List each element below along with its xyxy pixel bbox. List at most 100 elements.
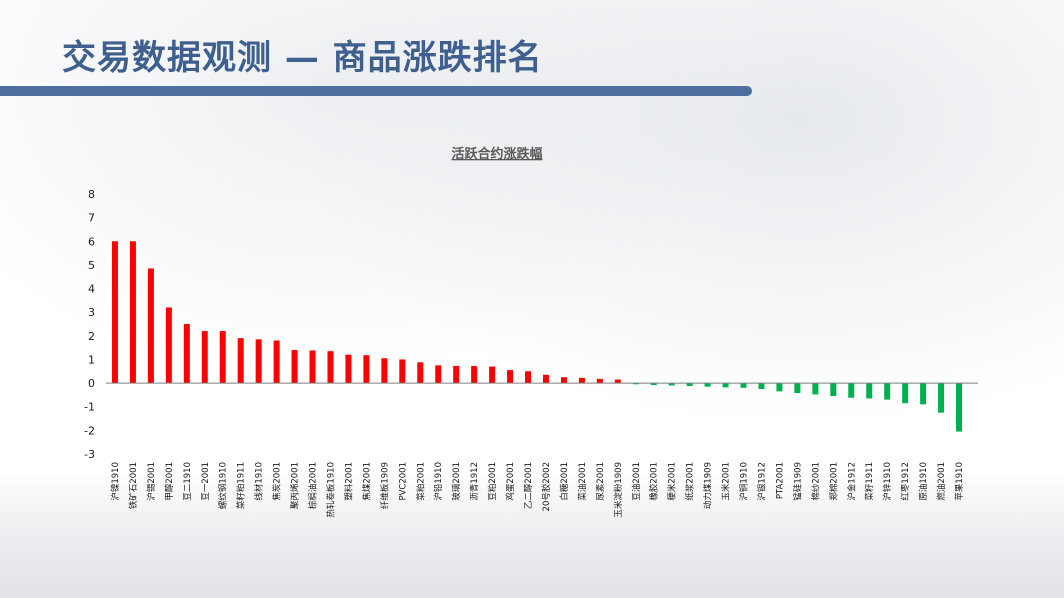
x-tick-label: 沪锌1910 xyxy=(882,462,893,501)
x-tick-label: 聚丙烯2001 xyxy=(290,462,301,509)
bar xyxy=(740,383,747,388)
x-tick-label: 焦炭2001 xyxy=(272,462,283,501)
bar xyxy=(273,340,280,384)
bar xyxy=(884,383,891,400)
y-tick-label: 1 xyxy=(88,353,95,366)
bar xyxy=(309,350,316,384)
x-tick-label: 玉米淀粉1909 xyxy=(613,462,624,518)
bar xyxy=(866,383,873,399)
bar xyxy=(201,331,208,384)
bar xyxy=(902,383,909,404)
bar xyxy=(632,383,639,385)
y-tick-label: 4 xyxy=(88,283,95,296)
bar xyxy=(578,377,585,384)
bar xyxy=(614,379,621,384)
bars xyxy=(111,241,963,432)
bar xyxy=(525,371,532,384)
y-tick-label: 6 xyxy=(88,235,95,248)
y-tick-label: -1 xyxy=(84,401,95,414)
bar xyxy=(722,383,729,388)
bar xyxy=(489,366,496,384)
x-tick-label: 菜油2001 xyxy=(577,462,588,501)
bar xyxy=(129,241,136,384)
bar xyxy=(291,350,298,384)
bar xyxy=(111,241,118,384)
x-tick-label: 沪金1912 xyxy=(846,462,857,501)
x-tick-label: 锰硅1909 xyxy=(792,462,803,501)
y-tick-label: 7 xyxy=(88,212,95,225)
x-tick-label: 菜粕2001 xyxy=(415,462,426,501)
y-tick-label: 0 xyxy=(88,377,95,390)
x-tick-label: 纤维板1909 xyxy=(379,462,390,509)
bar xyxy=(704,383,711,387)
bar xyxy=(920,383,927,405)
bar xyxy=(848,383,855,398)
bar xyxy=(327,351,334,384)
y-tick-label: 2 xyxy=(88,330,95,343)
bar xyxy=(956,383,963,432)
x-tick-label: 菜籽1911 xyxy=(864,462,875,501)
y-tick-label: 5 xyxy=(88,259,95,272)
bar xyxy=(650,383,657,385)
y-tick-label: 3 xyxy=(88,306,95,319)
bar xyxy=(596,378,603,384)
bar xyxy=(435,365,442,384)
bar xyxy=(453,365,460,384)
x-tick-label: 红枣1912 xyxy=(900,462,911,501)
bar xyxy=(758,383,765,389)
x-tick-label: 铁矿石2001 xyxy=(128,462,139,509)
x-tick-label: 豆二1910 xyxy=(183,462,193,501)
bar xyxy=(237,338,244,384)
bar xyxy=(165,307,172,384)
x-tick-label: 原油1910 xyxy=(918,462,929,501)
x-tick-label: 粳米2001 xyxy=(667,462,678,501)
x-tick-label: 沪铅1910 xyxy=(433,462,444,501)
x-tick-label: 玻璃2001 xyxy=(451,462,462,501)
x-tick-label: PVC2001 xyxy=(398,462,408,501)
x-tick-label: 纸浆2001 xyxy=(685,462,696,501)
bar xyxy=(471,366,478,384)
slide-title: 交易数据观测 — 商品涨跌排名 xyxy=(62,38,543,78)
bar xyxy=(794,383,801,394)
x-tick-label: 棉纱2001 xyxy=(810,462,821,501)
x-tick-label: 螺纹钢1910 xyxy=(218,462,229,509)
bar xyxy=(147,268,154,384)
x-tick-label: 郑棉2001 xyxy=(828,462,839,501)
x-tick-label: 动力煤1909 xyxy=(703,462,714,509)
x-tick-label: PTA2001 xyxy=(775,462,785,499)
x-tick-label: 豆油2001 xyxy=(631,462,642,501)
bar xyxy=(183,324,190,384)
bar xyxy=(417,362,424,384)
x-tick-label: 甲醇2001 xyxy=(164,462,175,501)
x-tick-label: 沪镍1910 xyxy=(110,462,121,501)
bar xyxy=(399,359,406,384)
bar xyxy=(381,358,388,384)
x-tick-label: 热轧卷板1910 xyxy=(325,462,336,518)
x-tick-label: 乙二醇2001 xyxy=(523,462,534,509)
x-tick-label: 20号胶2002 xyxy=(541,462,552,511)
x-tick-label: 豆一2001 xyxy=(201,462,211,501)
y-axis: -3 -2 -1 0 1 2 3 4 5 6 7 8 xyxy=(84,188,95,461)
y-tick-label: -3 xyxy=(84,448,95,461)
x-tick-label: 橡胶2001 xyxy=(649,462,660,501)
x-tick-label: 沥青1912 xyxy=(469,462,480,501)
title-underline-bar xyxy=(0,86,752,96)
bar xyxy=(219,331,226,384)
chart-title: 活跃合约涨跌幅 xyxy=(451,146,542,162)
x-tick-label: 燃油2001 xyxy=(936,462,947,501)
bar xyxy=(938,383,945,413)
x-tick-label: 沪银1912 xyxy=(756,462,767,501)
x-tick-label: 菜籽粕1911 xyxy=(236,462,247,509)
bar xyxy=(345,354,352,384)
x-tick-label: 棕榈油2001 xyxy=(308,462,319,509)
x-tick-label: 焦煤2001 xyxy=(361,462,372,501)
bar xyxy=(255,339,262,384)
x-tick-label: 鸡蛋2001 xyxy=(505,462,516,501)
x-tick-label: 线材1910 xyxy=(254,462,265,501)
bar xyxy=(830,383,837,397)
x-tick-label: 沪铜1910 xyxy=(739,462,750,501)
bar xyxy=(542,374,549,384)
x-tick-label: 塑料2001 xyxy=(343,462,354,501)
x-tick-label: 豆粕2001 xyxy=(487,462,498,501)
